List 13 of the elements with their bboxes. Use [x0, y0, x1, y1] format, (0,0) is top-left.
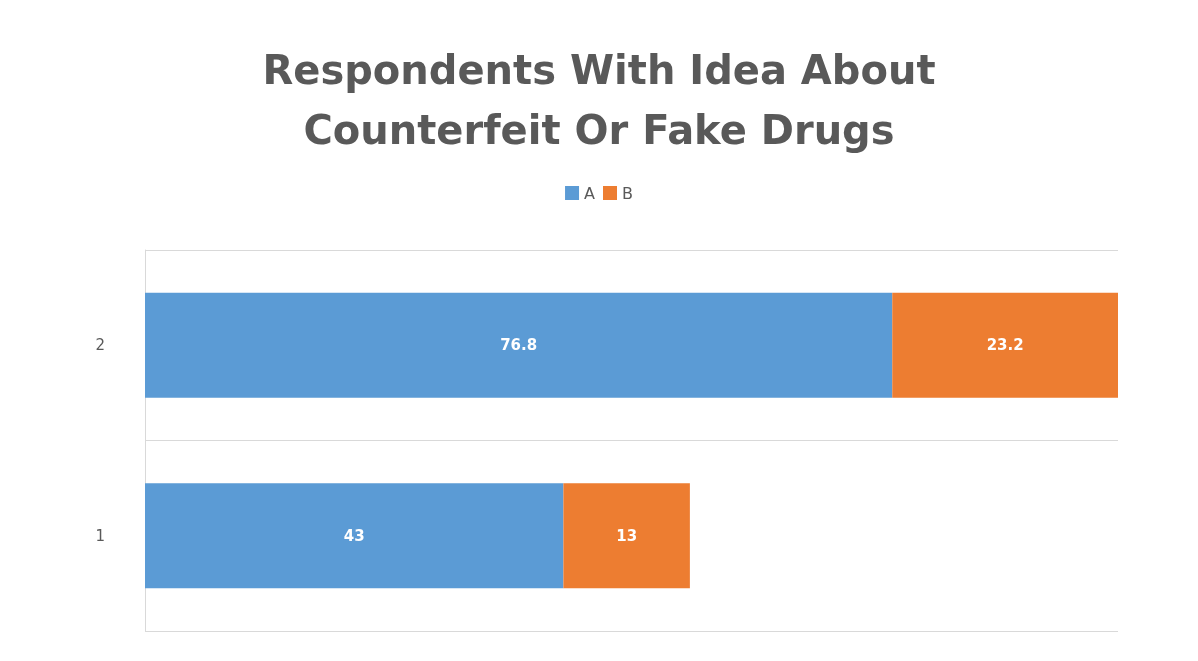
data-label: 43 — [343, 526, 365, 545]
data-label: 13 — [616, 526, 638, 545]
bar — [145, 292, 893, 398]
legend-label: B — [621, 183, 633, 203]
y-tick-label: 1 — [95, 526, 105, 545]
data-label: 23.2 — [986, 336, 1024, 355]
legend-label: A — [584, 183, 596, 203]
y-tick-label: 2 — [95, 336, 105, 355]
chart-title: Respondents With Idea About Counterfeit Or Fake Drugs — [262, 47, 936, 153]
bar — [563, 483, 690, 589]
bar — [145, 483, 564, 589]
data-label: 76.8 — [500, 336, 538, 355]
bar — [892, 292, 1118, 398]
